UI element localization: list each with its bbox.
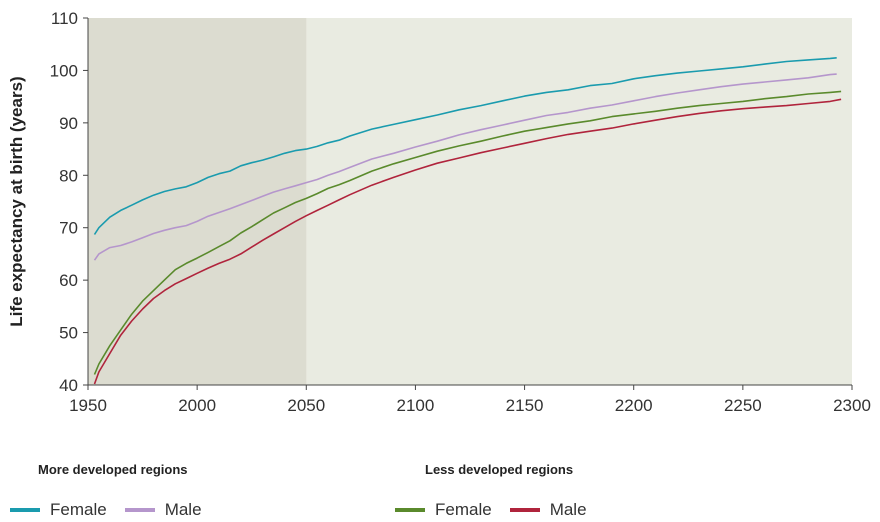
axes: 40 50 60 70 80 90 100 110 1950 2000 2050 2100 2150 22… (50, 9, 871, 415)
series-line-less-developed-regions-female (93, 90, 842, 375)
legend-swatch (395, 508, 425, 512)
legend-item-more-male: Male (124, 500, 202, 520)
legend-group-title-more-developed: More developed regions (38, 462, 188, 477)
y-tick-label: 80 (59, 166, 78, 185)
x-tick-label: 2150 (506, 396, 544, 415)
legend-row-more-developed: Female Male (10, 500, 220, 520)
legend-swatch (10, 508, 40, 512)
y-tick-label: 90 (59, 114, 78, 133)
x-tick-label: 2250 (724, 396, 762, 415)
y-tick-label: 100 (50, 61, 78, 80)
legend-label: Male (549, 500, 587, 519)
x-tick-label: 2300 (833, 396, 871, 415)
x-tick-label: 2050 (287, 396, 325, 415)
legend-item-more-female: Female (10, 500, 107, 520)
y-tick-label: 60 (59, 271, 78, 290)
x-tick-label: 1950 (69, 396, 107, 415)
legend-label: Male (164, 500, 202, 519)
series-line-less-developed-regions-male (93, 98, 842, 385)
legend-item-less-male: Male (509, 500, 587, 520)
legend-label: Female (435, 500, 492, 519)
x-tick-label: 2100 (397, 396, 435, 415)
x-tick-label: 2200 (615, 396, 653, 415)
y-tick-label: 50 (59, 324, 78, 343)
y-tick-label: 40 (59, 376, 78, 395)
legend-row-less-developed: Female Male (395, 500, 605, 520)
series-line-more-developed-regions-female (93, 57, 837, 235)
life-expectancy-chart: 40 50 60 70 80 90 100 110 1950 2000 2050 2100 2150 22… (7, 9, 871, 415)
series-line-more-developed-regions-male (93, 73, 837, 261)
y-tick-label: 70 (59, 219, 78, 238)
legend-item-less-female: Female (395, 500, 492, 520)
legend-group-title-less-developed: Less developed regions (425, 462, 574, 477)
legend-swatch (124, 508, 155, 512)
x-tick-label: 2000 (178, 396, 216, 415)
legend-swatch (509, 508, 540, 512)
y-tick-label: 110 (51, 9, 78, 28)
legend-label: Female (50, 500, 107, 519)
series-lines (93, 57, 842, 385)
y-axis-label: Life expectancy at birth (years) (7, 76, 26, 326)
